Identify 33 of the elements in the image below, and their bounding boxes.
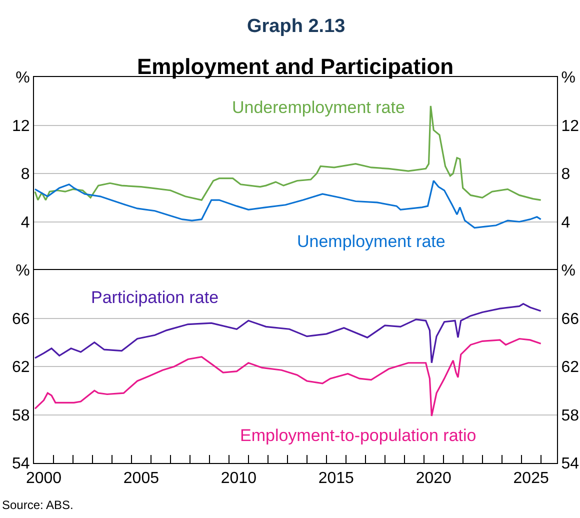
- line-series: [34, 180, 542, 229]
- y2-tick-label: 8: [561, 166, 570, 184]
- y2-tick-label: 62: [561, 359, 580, 376]
- y2-tick-label: 58: [561, 407, 580, 424]
- y2-tick-label: 66: [561, 310, 580, 328]
- y2-tick-label: 12: [561, 118, 580, 135]
- series-label: Underemployment rate: [232, 98, 405, 117]
- y-tick-label: 62: [12, 359, 30, 376]
- text: Employment-to-population ratio: [240, 426, 476, 445]
- series-label: Participation rate: [91, 288, 219, 307]
- y-tick-label: 58: [12, 407, 30, 424]
- y-tick-label: 66: [12, 310, 30, 328]
- y-tick-label: %: [16, 70, 30, 87]
- x-tick-label: 2025: [513, 470, 549, 488]
- y-tick-label: 12: [12, 118, 30, 135]
- chart-subtitle: Employment and Participation: [137, 54, 454, 79]
- y-tick-label: 54: [12, 456, 30, 473]
- x-tick-label: 2010: [220, 470, 257, 488]
- y2-tick-label: %: [561, 70, 576, 87]
- y2-tick-label: 4: [561, 214, 570, 232]
- y-tick-label: 4: [20, 214, 30, 232]
- line-series: [34, 338, 542, 417]
- x-tick-label: 2015: [318, 470, 354, 488]
- y2-tick-label: %: [561, 262, 576, 280]
- y-tick-label: 8: [20, 166, 30, 184]
- y-tick-label: %: [16, 262, 30, 280]
- chart-title: Graph 2.13: [247, 16, 346, 37]
- x-tick-label: 2005: [123, 470, 160, 488]
- source-note: Source: ABS.: [2, 498, 74, 512]
- x-tick-label: 2000: [26, 470, 62, 488]
- series-label: Unemployment rate: [297, 232, 446, 251]
- y2-tick-label: 54: [561, 456, 580, 473]
- x-tick-label: 2020: [416, 470, 452, 488]
